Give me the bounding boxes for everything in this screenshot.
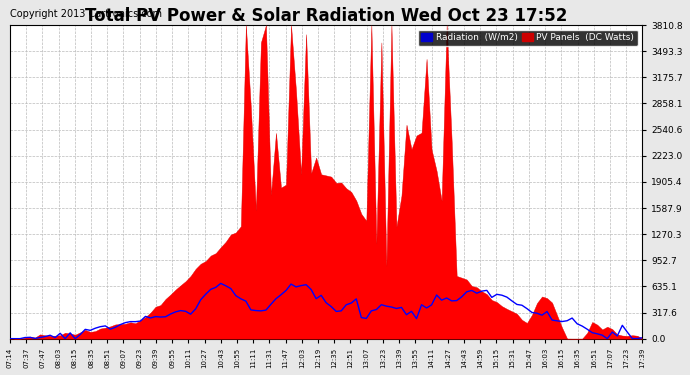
Title: Total PV Power & Solar Radiation Wed Oct 23 17:52: Total PV Power & Solar Radiation Wed Oct… [85,7,567,25]
Legend: Radiation  (W/m2), PV Panels  (DC Watts): Radiation (W/m2), PV Panels (DC Watts) [417,30,638,46]
Text: Copyright 2013 Cartronics.com: Copyright 2013 Cartronics.com [10,9,162,19]
